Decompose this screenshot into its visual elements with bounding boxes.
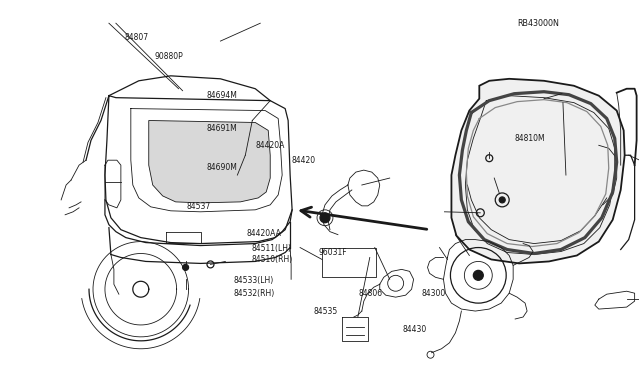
Circle shape	[474, 270, 483, 280]
Circle shape	[499, 197, 505, 203]
Text: 84430: 84430	[403, 325, 427, 334]
Text: 84532(RH): 84532(RH)	[234, 289, 275, 298]
Text: 84420AA: 84420AA	[246, 230, 282, 238]
Text: RB43000N: RB43000N	[518, 19, 559, 28]
Text: 84694M: 84694M	[207, 91, 237, 100]
Text: 84537: 84537	[186, 202, 211, 211]
Text: 84420: 84420	[291, 155, 316, 165]
Text: 84535: 84535	[314, 307, 338, 316]
Text: 96031F: 96031F	[319, 248, 348, 257]
Text: 84300: 84300	[422, 289, 446, 298]
Polygon shape	[451, 79, 625, 263]
Text: 90880P: 90880P	[154, 52, 183, 61]
Circle shape	[320, 213, 330, 223]
Circle shape	[182, 264, 189, 270]
Text: 84806: 84806	[358, 289, 382, 298]
Text: 84511(LH): 84511(LH)	[252, 244, 292, 253]
Text: 84810M: 84810M	[515, 134, 545, 143]
Text: 84420A: 84420A	[255, 141, 284, 150]
Text: 84690M: 84690M	[207, 163, 237, 172]
Text: 84691M: 84691M	[207, 124, 237, 133]
Text: 84510(RH): 84510(RH)	[252, 255, 293, 264]
Text: 84807: 84807	[124, 33, 148, 42]
Polygon shape	[148, 121, 270, 203]
Text: 84533(LH): 84533(LH)	[234, 276, 274, 285]
